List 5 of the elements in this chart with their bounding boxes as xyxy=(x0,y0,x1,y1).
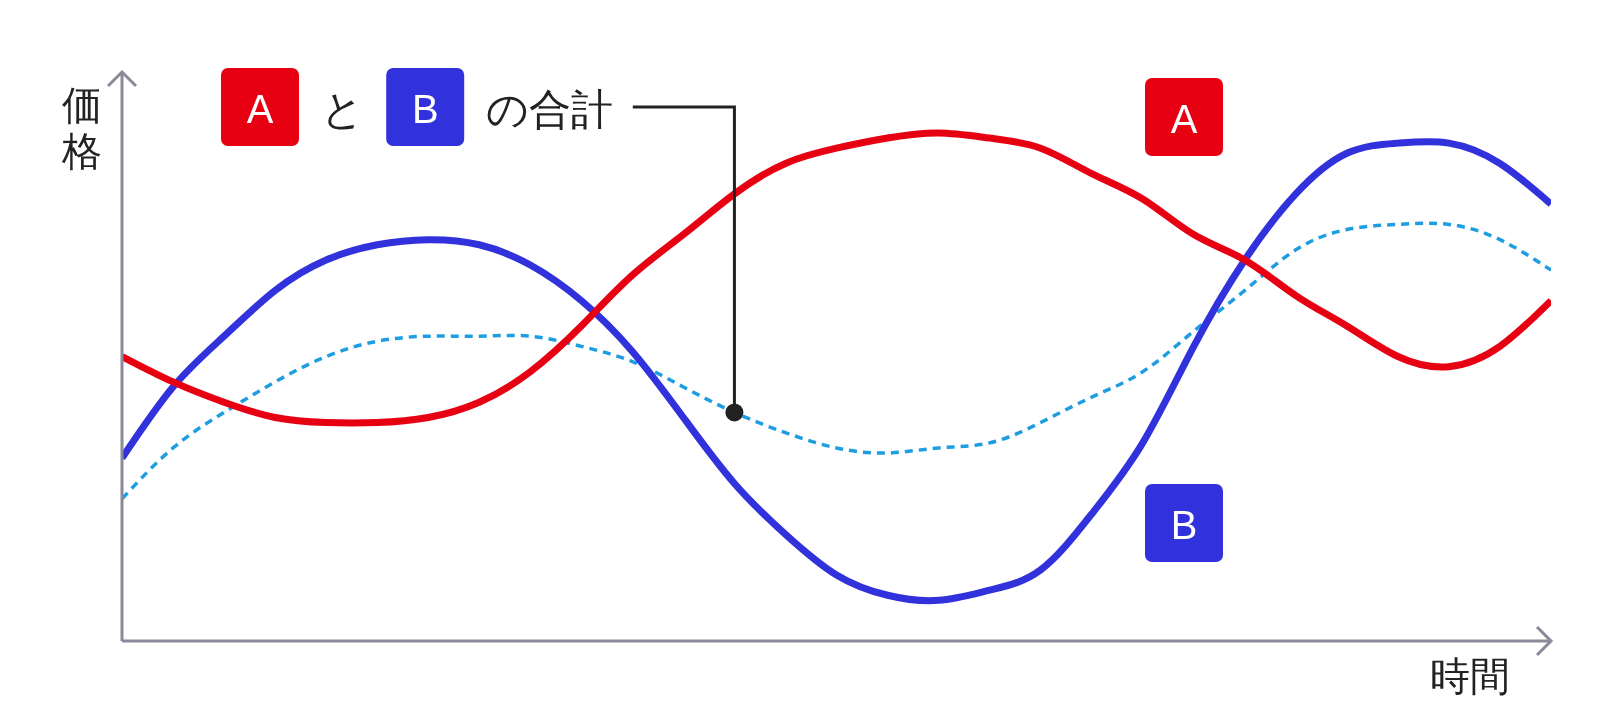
y-axis-title: 価格 xyxy=(61,83,102,173)
series-label: A xyxy=(1170,97,1198,141)
series-label: B xyxy=(1170,503,1198,547)
x-axis-title: 時間 xyxy=(1430,654,1510,698)
text: A と B の合計 xyxy=(246,85,613,133)
